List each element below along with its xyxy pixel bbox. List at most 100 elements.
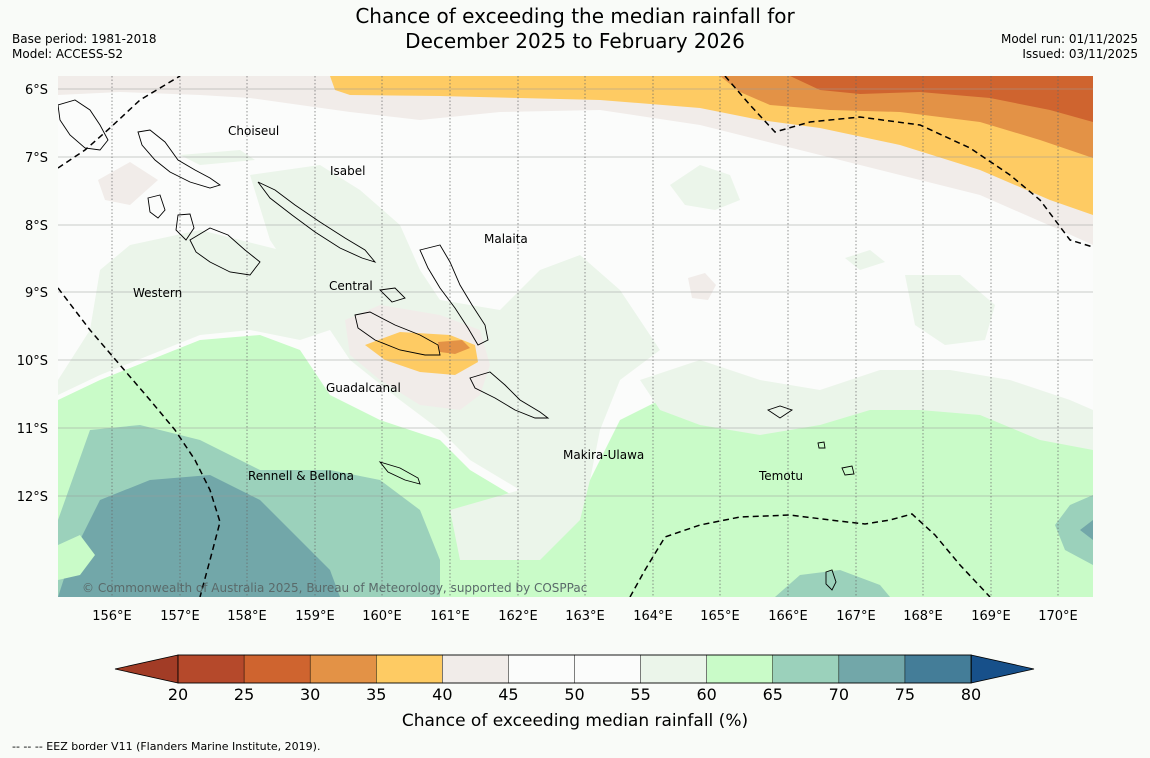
lat-label: 10°S [17,354,48,369]
footnote: -- -- -- EEZ border V11 (Flanders Marine… [12,740,321,753]
colorbar-tick-label: 55 [630,685,650,704]
colorbar-segment [706,654,774,684]
colorbar-segment [640,654,708,684]
lon-label: 161°E [430,609,470,624]
temotu-island-2 [841,465,855,476]
lat-label: 7°S [25,151,48,166]
makira-coast [469,371,550,419]
lon-label: 156°E [92,609,132,624]
colorbar-label: Chance of exceeding median rainfall (%) [402,711,748,731]
lon-label: 159°E [295,609,335,624]
western-island-2 [175,213,195,241]
contour-40-45-west [98,162,158,205]
place-guadalcanal: Guadalcanal [326,381,401,395]
colorbar-tick-label: 25 [234,685,254,704]
issued-date: Issued: 03/11/2025 [1022,47,1138,61]
colorbar-segments [177,654,972,684]
title-line-1: Chance of exceeding the median rainfall … [355,4,795,28]
contour-70-75-east [1080,520,1093,540]
place-temotu: Temotu [758,469,803,483]
model-name: Model: ACCESS-S2 [12,47,124,61]
meta-left: Base period: 1981-2018 Model: ACCESS-S2 [12,32,157,62]
lat-label: 11°S [17,422,48,437]
place-labels: Choiseul Isabel Malaita Western Central … [133,124,803,483]
lon-label: 163°E [565,609,605,624]
grid-lines [58,88,1093,497]
colorbar-tick-label: 40 [432,685,452,704]
contour-55-60-east [640,360,1093,450]
contour-60-65-patch [58,535,95,580]
eez-border [58,76,1093,597]
colorbar-segment [177,654,245,684]
colorbar-tick-label: 20 [168,685,188,704]
colorbar: 20 25 30 35 40 45 50 55 60 65 70 75 80 Chance of exc… [114,654,1035,731]
malaita-coast [419,244,489,346]
contour-55-60-patch-a [670,165,740,210]
colorbar-tick-label: 60 [696,685,716,704]
florida-islands [379,287,406,303]
lon-label: 167°E [836,609,876,624]
contour-70-75-southwest [58,475,340,597]
place-choiseul: Choiseul [228,124,279,138]
bougainville-coast [58,99,109,151]
coastlines [58,99,855,591]
colorbar-tick-label: 70 [829,685,849,704]
lon-label: 157°E [160,609,200,624]
colorbar-segment [309,654,377,684]
contour-55-60-patch-d [845,250,885,270]
colorbar-ticks: 20 25 30 35 40 45 50 55 60 65 70 75 80 [168,685,981,704]
contour-25-30-north [790,76,1093,122]
santa-cruz-coast [766,405,794,419]
place-makira-ulawa: Makira-Ulawa [563,448,644,462]
western-island-1 [147,194,166,219]
colorbar-segment [838,654,906,684]
colorbar-segment [243,654,311,684]
colorbar-tick-label: 35 [366,685,386,704]
base-period: Base period: 1981-2018 [12,32,157,46]
colorbar-segment [442,654,510,684]
guadalcanal-coast [354,311,441,356]
contour-65-70-south [775,570,890,597]
contour-55-60-patch-c [180,150,255,165]
lat-axis: 6°S 7°S 8°S 9°S 10°S 11°S 12°S [17,83,48,505]
contour-40-45-patch [688,273,716,300]
eez-southeast [629,513,991,597]
grid-meridians [111,76,1059,597]
colorbar-tick-label: 65 [763,685,783,704]
colorbar-extend-high [970,654,1035,684]
lat-label: 8°S [25,219,48,234]
colorbar-segment [376,654,444,684]
colorbar-extend-low [114,654,179,684]
place-malaita: Malaita [484,232,528,246]
lon-label: 160°E [362,609,402,624]
place-rennell-bellona: Rennell & Bellona [248,469,354,483]
place-central: Central [329,279,373,293]
colorbar-tick-label: 75 [895,685,915,704]
lon-label: 168°E [903,609,943,624]
contour-30-35-guadalcanal [438,340,470,354]
map-area [58,76,1093,597]
lat-label: 6°S [25,83,48,98]
colorbar-segment [772,654,840,684]
lat-label: 9°S [25,286,48,301]
place-western: Western [133,286,182,300]
contour-55-60-patch-b [905,275,995,345]
eez-west [58,287,221,597]
new-georgia-coast [189,227,261,276]
colorbar-segment [904,654,972,684]
isabel-coast [257,181,377,263]
eez-northeast [724,76,1093,248]
vanuatu-coast [825,569,837,591]
lon-axis: 156°E 157°E 158°E 159°E 160°E 161°E 162°… [92,609,1078,624]
colorbar-segment [574,654,642,684]
lon-label: 164°E [633,609,673,624]
model-run: Model run: 01/11/2025 [1000,32,1138,46]
lat-label: 12°S [17,490,48,505]
colorbar-tick-label: 50 [564,685,584,704]
colorbar-tick-label: 30 [300,685,320,704]
chart-title: Chance of exceeding the median rainfall … [0,4,1150,54]
lon-label: 158°E [227,609,267,624]
lon-label: 162°E [498,609,538,624]
rennell-coast [378,461,421,485]
